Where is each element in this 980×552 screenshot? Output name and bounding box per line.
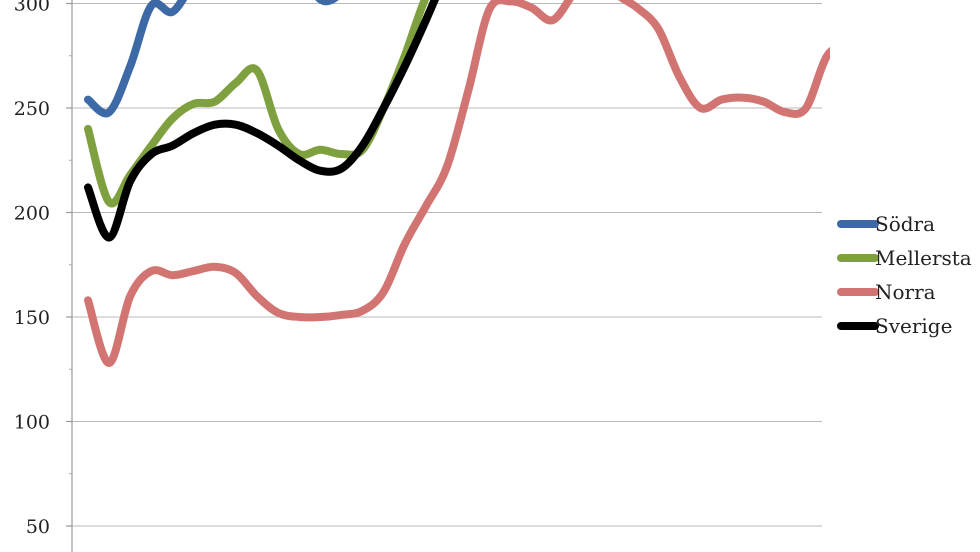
legend-label-mellersta: Mellersta: [875, 246, 972, 270]
y-axis: [66, 0, 73, 552]
y-tick-label: 150: [14, 307, 50, 329]
legend-item-norra: Norra: [837, 280, 936, 304]
legend-label-sodra: Södra: [875, 212, 935, 236]
legend-item-sverige: Sverige: [837, 314, 952, 338]
y-tick-label: 100: [14, 412, 50, 434]
y-tick-label: 250: [14, 98, 50, 120]
y-tick-label: 300: [14, 0, 50, 16]
legend-label-norra: Norra: [875, 280, 936, 304]
series-line-sverige: [84, 0, 439, 242]
legend-item-sodra: Södra: [837, 212, 935, 236]
y-tick-label: 200: [14, 203, 50, 225]
legend: Södra Mellersta Norra Sverige: [837, 212, 972, 338]
series-line-norra: [84, 0, 830, 368]
y-tick-labels: 50100150200250300350400450500550: [14, 0, 50, 538]
y-tick-label: 50: [26, 516, 50, 538]
plot-area: [84, 0, 830, 368]
legend-item-mellersta: Mellersta: [837, 246, 972, 270]
gridlines: [72, 3, 822, 527]
series-line-mellersta: [84, 0, 430, 208]
legend-label-sverige: Sverige: [875, 314, 952, 338]
